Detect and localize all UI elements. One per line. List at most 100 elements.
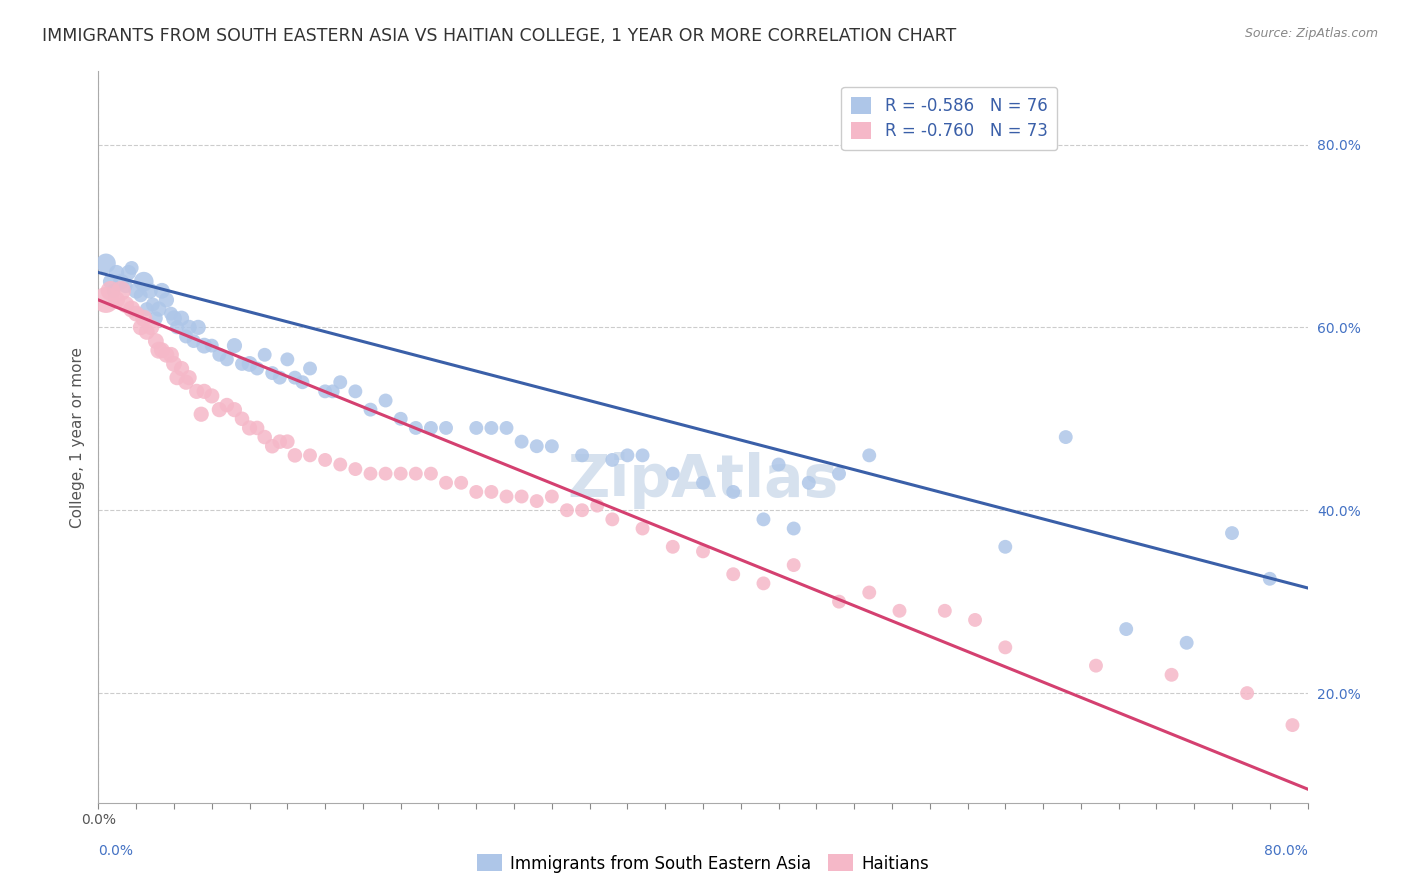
Point bbox=[405, 421, 427, 435]
Point bbox=[166, 320, 188, 334]
Text: Source: ZipAtlas.com: Source: ZipAtlas.com bbox=[1244, 27, 1378, 40]
Point bbox=[374, 393, 396, 408]
Point bbox=[360, 467, 382, 481]
Point bbox=[103, 284, 125, 298]
Point bbox=[1281, 718, 1303, 732]
Point bbox=[129, 288, 152, 302]
Point bbox=[314, 453, 336, 467]
Point bbox=[187, 320, 209, 334]
Point bbox=[239, 421, 262, 435]
Point bbox=[510, 434, 533, 449]
Point bbox=[526, 494, 548, 508]
Point bbox=[389, 412, 412, 426]
Point bbox=[145, 311, 167, 326]
Point bbox=[118, 266, 141, 280]
Point bbox=[224, 339, 246, 353]
Point bbox=[170, 361, 193, 376]
Point bbox=[858, 448, 880, 462]
Point bbox=[994, 540, 1017, 554]
Point bbox=[125, 307, 148, 321]
Point bbox=[389, 467, 412, 481]
Point bbox=[526, 439, 548, 453]
Point bbox=[110, 275, 132, 289]
Point bbox=[193, 384, 215, 399]
Point bbox=[434, 475, 457, 490]
Point bbox=[145, 334, 167, 348]
Point bbox=[141, 320, 163, 334]
Point bbox=[586, 499, 609, 513]
Point bbox=[858, 585, 880, 599]
Point bbox=[193, 339, 215, 353]
Point bbox=[150, 284, 173, 298]
Point bbox=[208, 402, 231, 417]
Point bbox=[276, 352, 298, 367]
Legend: R = -0.586   N = 76, R = -0.760   N = 73: R = -0.586 N = 76, R = -0.760 N = 73 bbox=[841, 87, 1057, 150]
Point bbox=[420, 467, 443, 481]
Y-axis label: College, 1 year or more: College, 1 year or more bbox=[69, 347, 84, 527]
Point bbox=[215, 398, 238, 412]
Point bbox=[121, 260, 143, 275]
Point bbox=[481, 485, 503, 500]
Point bbox=[231, 412, 253, 426]
Point bbox=[602, 512, 624, 526]
Point bbox=[571, 448, 593, 462]
Point bbox=[174, 375, 197, 389]
Point bbox=[253, 430, 276, 444]
Point bbox=[495, 490, 517, 504]
Point bbox=[1258, 572, 1281, 586]
Point bbox=[783, 558, 806, 573]
Point bbox=[965, 613, 987, 627]
Point bbox=[224, 402, 246, 417]
Point bbox=[723, 567, 745, 582]
Point bbox=[692, 475, 714, 490]
Point bbox=[114, 297, 136, 311]
Point bbox=[465, 421, 488, 435]
Point bbox=[201, 339, 224, 353]
Point bbox=[661, 540, 683, 554]
Point bbox=[420, 421, 443, 435]
Point bbox=[150, 343, 173, 358]
Point bbox=[465, 485, 488, 500]
Point bbox=[135, 325, 157, 339]
Point bbox=[155, 293, 177, 307]
Point bbox=[344, 462, 367, 476]
Point bbox=[329, 375, 352, 389]
Point bbox=[571, 503, 593, 517]
Point bbox=[661, 467, 683, 481]
Point bbox=[631, 448, 654, 462]
Point bbox=[276, 434, 298, 449]
Point bbox=[125, 284, 148, 298]
Point bbox=[239, 357, 262, 371]
Point bbox=[148, 343, 170, 358]
Point bbox=[344, 384, 367, 399]
Point bbox=[752, 512, 775, 526]
Point bbox=[139, 284, 162, 298]
Point bbox=[262, 439, 284, 453]
Text: 0.0%: 0.0% bbox=[98, 844, 134, 858]
Point bbox=[299, 361, 322, 376]
Point bbox=[434, 421, 457, 435]
Point bbox=[269, 434, 291, 449]
Point bbox=[174, 329, 197, 343]
Point bbox=[114, 279, 136, 293]
Point bbox=[631, 521, 654, 535]
Point bbox=[231, 357, 253, 371]
Point bbox=[314, 384, 336, 399]
Point bbox=[291, 375, 314, 389]
Text: ZipAtlas: ZipAtlas bbox=[568, 452, 838, 509]
Text: 80.0%: 80.0% bbox=[1264, 844, 1308, 858]
Point bbox=[208, 348, 231, 362]
Point bbox=[540, 439, 562, 453]
Point bbox=[100, 284, 122, 298]
Point bbox=[100, 275, 122, 289]
Point bbox=[994, 640, 1017, 655]
Point bbox=[783, 521, 806, 535]
Point bbox=[110, 284, 132, 298]
Point bbox=[1236, 686, 1258, 700]
Point bbox=[215, 352, 238, 367]
Point bbox=[179, 320, 201, 334]
Point bbox=[828, 594, 851, 608]
Point bbox=[768, 458, 790, 472]
Point bbox=[253, 348, 276, 362]
Point bbox=[186, 384, 208, 399]
